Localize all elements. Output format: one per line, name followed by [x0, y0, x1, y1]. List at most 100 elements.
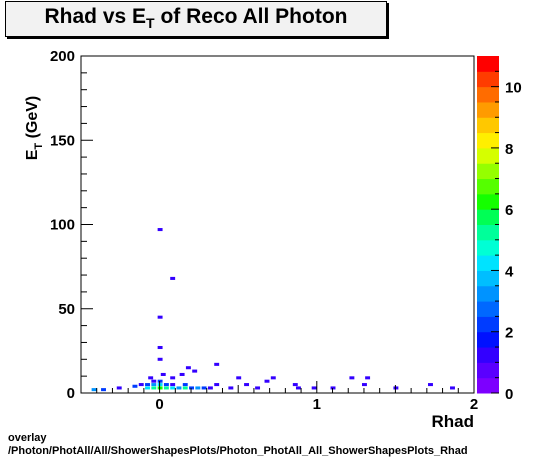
- heatmap-cell: [116, 386, 122, 390]
- y-axis-label-subscript: T: [33, 143, 45, 150]
- heatmap-cell: [189, 386, 195, 390]
- x-tick-label: 2: [470, 396, 478, 413]
- heatmap-cell: [182, 386, 188, 390]
- colorbar-segment: [477, 71, 499, 88]
- plot-frame: [80, 55, 475, 394]
- colorbar-segment: [477, 255, 499, 271]
- colorbar-segment: [477, 193, 499, 210]
- colorbar-segment: [477, 101, 499, 118]
- colorbar-tick-label: 6: [505, 202, 513, 219]
- heatmap-cell: [214, 383, 220, 387]
- y-axis-label-unit: (GeV): [24, 96, 41, 143]
- heatmap-cell: [195, 386, 201, 390]
- colorbar-segment: [477, 301, 499, 317]
- colorbar-segment: [477, 147, 499, 164]
- chart-title-subscript: T: [146, 15, 155, 32]
- heatmap-cell: [201, 386, 207, 390]
- heatmap-cell: [138, 383, 144, 387]
- colorbar-segment: [477, 224, 499, 241]
- heatmap-cell: [170, 386, 176, 390]
- colorbar-segment: [477, 209, 499, 225]
- heatmap-cell: [157, 315, 163, 319]
- heatmap-cell: [207, 386, 213, 390]
- colorbar-segment: [477, 347, 499, 363]
- heatmap-cell: [157, 228, 163, 232]
- colorbar-tick-label: 0: [505, 386, 513, 403]
- heatmap-cell: [428, 383, 433, 387]
- colorbar-segment: [477, 285, 499, 302]
- y-tick-label: 100: [50, 217, 75, 234]
- colorbar-segment: [477, 377, 499, 394]
- heatmap-cell: [361, 383, 367, 387]
- heatmap-cell: [151, 386, 157, 390]
- heatmap-cell: [185, 366, 191, 370]
- colorbar-tick-label: 4: [505, 263, 514, 280]
- heatmap-cell: [91, 388, 97, 392]
- heatmap-cell: [151, 379, 157, 383]
- heatmap-cell: [255, 386, 261, 390]
- heatmap-cell: [157, 357, 163, 361]
- x-tick-label: 0: [155, 396, 163, 413]
- colorbar-segment: [477, 316, 499, 333]
- heatmap-cell: [295, 386, 301, 390]
- heatmap-cell: [170, 376, 176, 380]
- heatmap-cell: [349, 376, 355, 380]
- colorbar-tick-label: 2: [505, 325, 513, 342]
- chart-title-box: Rhad vs ET of Reco All Photon: [5, 1, 387, 37]
- heatmap-cell: [330, 386, 336, 390]
- chart-title-main: Rhad vs E: [44, 5, 147, 28]
- heatmap-cell: [450, 386, 455, 390]
- heatmap-cells: [91, 228, 455, 392]
- heatmap-cell: [157, 345, 163, 350]
- y-tick-label: 200: [50, 48, 75, 65]
- colorbar-segment: [477, 163, 499, 180]
- heatmap-cell: [192, 369, 198, 373]
- colorbar-segment: [477, 362, 499, 379]
- heatmap-cell: [311, 386, 317, 390]
- colorbar-tick-label: 10: [505, 80, 522, 97]
- heatmap-cell: [148, 376, 154, 380]
- heatmap-cell: [365, 376, 371, 380]
- y-tick-label: 150: [50, 132, 75, 149]
- heatmap-cell: [244, 383, 250, 387]
- footer-path: overlay /Photon/PhotAll/All/ShowerShapes…: [8, 432, 468, 458]
- chart-title: Rhad vs ET of Reco All Photon: [6, 5, 386, 31]
- colorbar-segment: [477, 56, 499, 72]
- chart-title-rest: of Reco All Photon: [154, 5, 348, 28]
- footer-line-2: /Photon/PhotAll/All/ShowerShapesPlots/Ph…: [8, 445, 468, 457]
- colorbar-segment: [477, 239, 499, 256]
- heatmap-cell: [179, 372, 185, 376]
- axes: 0 1 2 0 50 100 150 200: [50, 48, 478, 413]
- heatmap-cell: [182, 383, 188, 387]
- heatmap-cell: [145, 383, 150, 387]
- y-axis-label-main: E: [24, 149, 41, 160]
- y-tick-label: 0: [67, 385, 75, 402]
- colorbar-segment: [477, 270, 499, 287]
- heatmap-cell: [163, 386, 169, 390]
- heatmap-cell: [214, 362, 220, 366]
- colorbar-segment: [477, 86, 499, 103]
- heatmap-cell: [145, 386, 150, 390]
- heatmap-cell: [170, 276, 176, 280]
- heatmap-cell: [292, 383, 298, 387]
- x-axis-label: Rhad: [432, 412, 475, 431]
- colorbar-segment: [477, 331, 499, 348]
- heatmap-cell: [101, 388, 106, 392]
- heatmap-cell: [236, 376, 242, 380]
- heatmap-cell: [151, 383, 157, 387]
- footer-line-1: overlay: [8, 432, 47, 444]
- colorbar-segment: [477, 132, 499, 149]
- heatmap-cell: [270, 376, 276, 380]
- heatmap-cell: [170, 383, 176, 387]
- heatmap-cell: [160, 372, 166, 376]
- heatmap-cell: [228, 386, 234, 390]
- colorbar-tick-label: 8: [505, 141, 513, 158]
- colorbar-segment: [477, 117, 499, 134]
- heatmap-cell: [176, 386, 182, 390]
- colorbar: 0 2 4 6 8 10: [477, 56, 522, 403]
- heatmap-cell: [132, 384, 138, 388]
- colorbar-segment: [477, 178, 499, 195]
- heatmap-cell: [163, 383, 169, 387]
- y-tick-label: 50: [58, 301, 75, 318]
